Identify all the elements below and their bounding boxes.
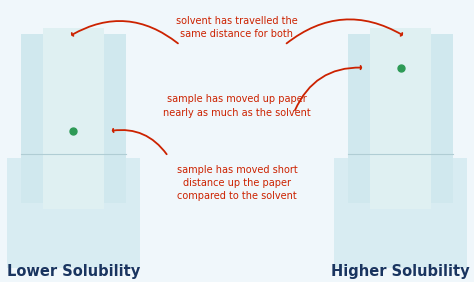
Bar (43, 28, 104, 209)
Text: sample has moved up paper
nearly as much as the solvent: sample has moved up paper nearly as much… (163, 94, 311, 118)
Text: Higher Solubility: Higher Solubility (331, 264, 470, 279)
Text: Lower Solubility: Lower Solubility (7, 264, 140, 279)
Bar (21, 34, 126, 203)
Bar (334, 158, 467, 268)
Bar (348, 34, 453, 203)
Bar (370, 28, 431, 209)
Text: sample has moved short
distance up the paper
compared to the solvent: sample has moved short distance up the p… (177, 165, 297, 201)
Bar (7, 158, 140, 268)
Text: solvent has travelled the
same distance for both: solvent has travelled the same distance … (176, 16, 298, 39)
